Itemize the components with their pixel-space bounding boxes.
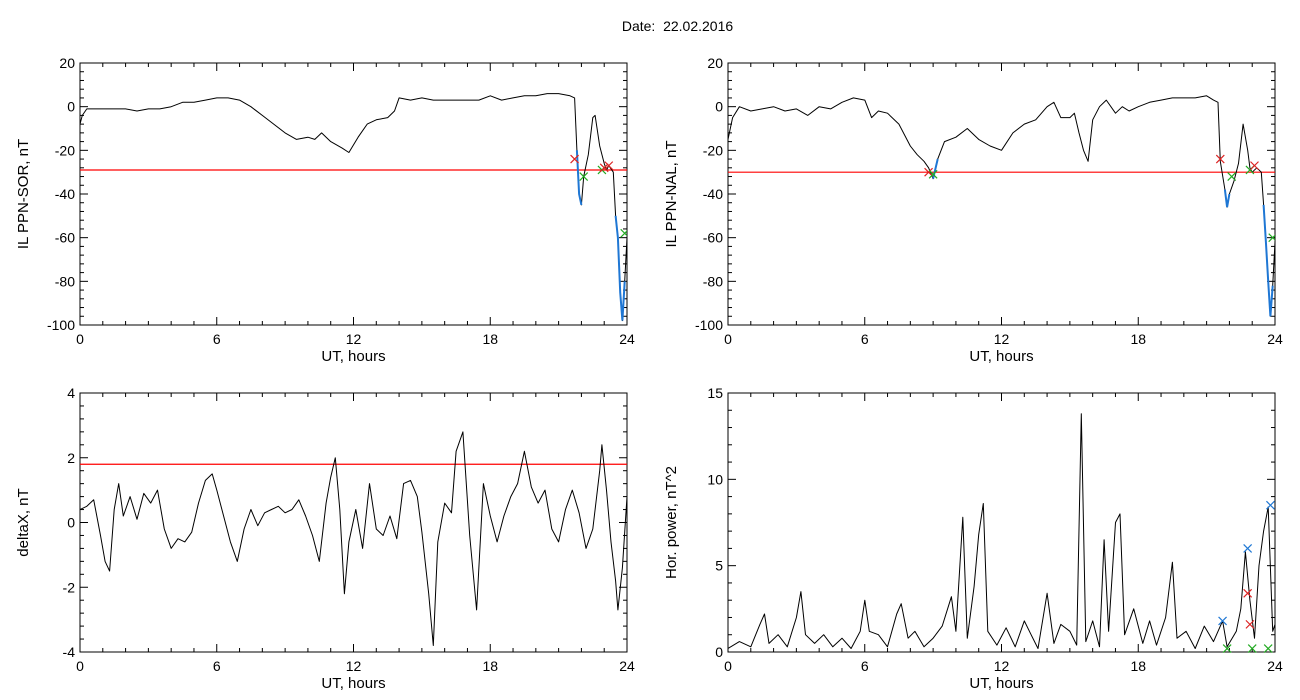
cross-marker <box>1245 619 1255 629</box>
cross-marker <box>1243 543 1253 553</box>
y-axis-title: IL PPN-SOR, nT <box>15 139 32 249</box>
cross-marker <box>1263 644 1273 653</box>
y-tick-label: 0 <box>715 99 723 115</box>
x-tick-label: 0 <box>76 331 84 347</box>
panel-4: 0 6 12 18 24 0 5 10 15 UT, hours Hor. power, nT^2 <box>663 385 1283 692</box>
y-tick-label: 20 <box>59 55 75 71</box>
panel-2: 0 6 12 18 24 -100 -80 -60 -40 -20 0 20 UT, hours IL P… <box>663 55 1283 365</box>
x-tick-label: 12 <box>346 331 362 347</box>
y-tick-label: -60 <box>55 230 75 246</box>
plot-area <box>728 95 1275 317</box>
highlight-segment <box>1262 204 1274 317</box>
cross-marker <box>1222 644 1232 653</box>
y-tick-label: -40 <box>55 186 75 202</box>
y-tick-label: 10 <box>707 471 723 487</box>
panel-1: 0 6 12 18 24 -100 -80 -60 -40 -20 0 20 UT, hours IL P… <box>15 55 635 365</box>
y-tick-label: -20 <box>703 142 723 158</box>
y-tick-label: -20 <box>55 142 75 158</box>
y-tick-label: 20 <box>707 55 723 71</box>
y-tick-label: 15 <box>707 385 723 401</box>
x-tick-label: 18 <box>482 331 498 347</box>
plot-area <box>80 93 627 322</box>
date-label: Date: <box>621 18 656 34</box>
cross-marker <box>570 154 580 164</box>
x-tick-label: 24 <box>619 331 635 347</box>
x-tick-label: 18 <box>482 658 498 674</box>
y-tick-label: 0 <box>67 515 75 531</box>
y-tick-label: -60 <box>703 230 723 246</box>
y-tick-label: -4 <box>63 644 76 660</box>
series-line-1 <box>728 95 1275 317</box>
y-tick-label: -100 <box>695 317 723 333</box>
y-tick-label: 5 <box>715 558 723 574</box>
y-tick-label: 0 <box>67 99 75 115</box>
y-tick-label: -100 <box>47 317 75 333</box>
y-tick-label: 4 <box>67 385 75 401</box>
y-axis-title: IL PPN-NAL, nT <box>663 141 680 248</box>
highlight-segment <box>614 215 626 321</box>
x-tick-label: 12 <box>994 331 1010 347</box>
cross-marker <box>1218 616 1228 626</box>
x-tick-label: 6 <box>861 331 869 347</box>
plot-frame <box>727 62 1276 326</box>
series-line-1 <box>80 431 627 646</box>
x-tick-label: 0 <box>724 331 732 347</box>
x-tick-label: 24 <box>1267 658 1283 674</box>
highlight-segment <box>1223 189 1231 208</box>
date-value: 22.02.2016 <box>663 18 734 34</box>
cross-marker <box>1243 588 1253 598</box>
cross-marker <box>1247 644 1257 653</box>
x-tick-label: 6 <box>213 658 221 674</box>
cross-marker <box>604 161 614 171</box>
x-tick-label: 24 <box>619 658 635 674</box>
x-tick-label: 6 <box>213 331 221 347</box>
y-axis-title: Hor. power, nT^2 <box>663 466 680 579</box>
plot-area <box>80 431 627 646</box>
y-tick-label: 2 <box>67 450 75 466</box>
cross-marker <box>924 167 933 177</box>
x-tick-label: 6 <box>861 658 869 674</box>
x-tick-label: 18 <box>1130 331 1146 347</box>
cross-marker <box>1266 500 1275 510</box>
x-tick-label: 18 <box>1130 658 1146 674</box>
x-axis-title: UT, hours <box>321 348 385 365</box>
cross-marker <box>1227 172 1237 181</box>
x-tick-label: 0 <box>724 658 732 674</box>
plot-area <box>728 413 1275 653</box>
x-tick-label: 12 <box>346 658 362 674</box>
cross-marker <box>1268 233 1275 243</box>
y-tick-label: -80 <box>703 273 723 289</box>
x-tick-label: 0 <box>76 658 84 674</box>
cross-marker <box>1215 154 1225 164</box>
highlight-segment <box>575 150 583 206</box>
series-line-1 <box>728 413 1275 649</box>
plot-frame <box>727 392 1276 653</box>
series-line-1 <box>80 93 627 322</box>
cross-marker <box>579 172 589 181</box>
cross-marker <box>620 228 627 238</box>
x-axis-title: UT, hours <box>969 348 1033 365</box>
cross-marker <box>928 169 938 179</box>
y-tick-label: 0 <box>715 644 723 660</box>
y-tick-label: -80 <box>55 273 75 289</box>
x-tick-label: 24 <box>1267 331 1283 347</box>
date-title: Date: 22.02.2016 <box>0 18 1300 34</box>
y-axis-title: deltaX, nT <box>15 488 32 556</box>
y-tick-label: -40 <box>703 186 723 202</box>
cross-marker <box>1250 161 1259 171</box>
x-tick-label: 12 <box>994 658 1010 674</box>
cross-marker <box>599 163 609 173</box>
x-axis-title: UT, hours <box>321 675 385 692</box>
plot-frame <box>79 62 628 326</box>
y-tick-label: -2 <box>63 579 76 595</box>
x-axis-title: UT, hours <box>969 675 1033 692</box>
